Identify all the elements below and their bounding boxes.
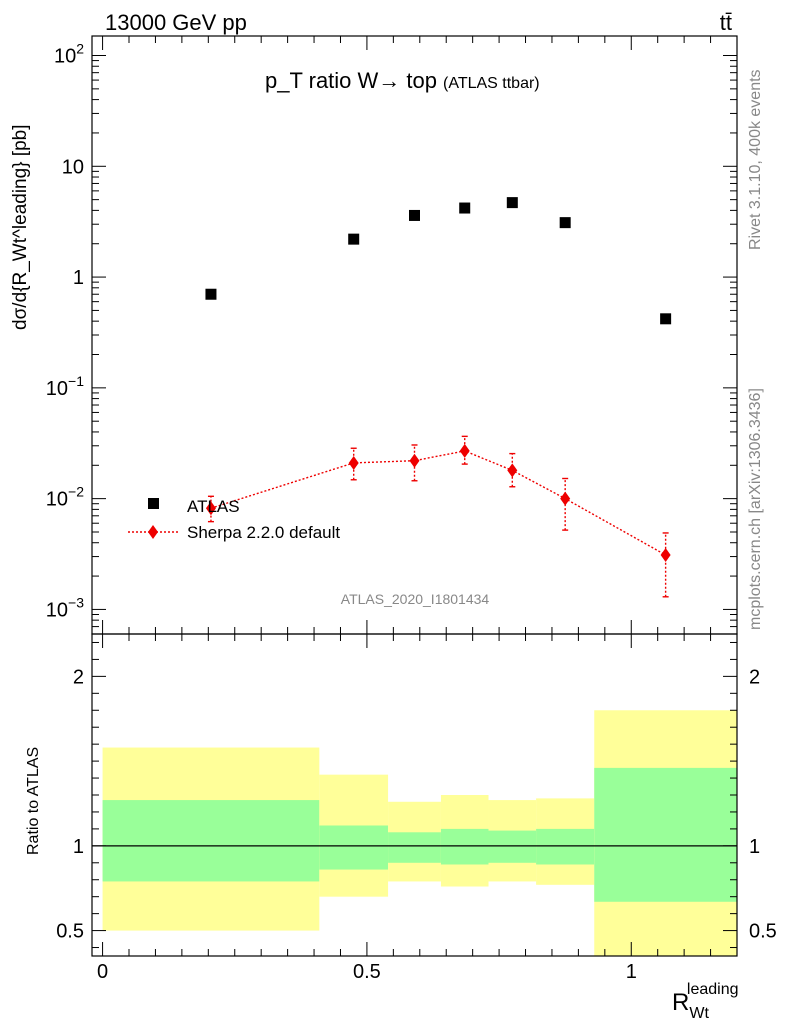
legend: ATLAS Sherpa 2.2.0 default	[128, 497, 340, 542]
main-y-tick-label: 10−2	[46, 484, 84, 511]
x-axis-label: RWtleading	[672, 981, 739, 1022]
atlas-point	[660, 313, 672, 325]
main-y-tick-label: 10	[62, 156, 84, 178]
main-panel: p_T ratio W→ top (ATLAS ttbar) dσ/d{R_Wt^…	[10, 35, 738, 635]
ratio-y-tick-label: 1	[73, 836, 84, 858]
main-y-tick-label: 1	[73, 267, 84, 289]
sherpa-point	[459, 443, 470, 458]
beam-label: 13000 GeV pp	[105, 10, 247, 35]
ratio-y-tick-label-right: 0.5	[749, 921, 777, 943]
ratio-band-inner	[102, 800, 320, 882]
x-tick-label: 0	[97, 961, 108, 983]
x-tick-label: 1	[626, 961, 637, 983]
main-y-axis-label: dσ/d{R_Wt^leading} [pb]	[10, 125, 31, 331]
ratio-band-inner	[536, 828, 595, 865]
ratio-y-tick-label: 2	[73, 666, 84, 688]
ratio-band-inner	[388, 832, 441, 863]
legend-atlas-marker	[148, 498, 159, 509]
sherpa-point	[507, 463, 518, 478]
sherpa-point	[205, 501, 216, 516]
analysis-id: ATLAS_2020_I1801434	[341, 591, 490, 607]
atlas-point	[559, 217, 571, 229]
main-y-tick-label: 102	[54, 41, 84, 68]
atlas-point	[459, 202, 471, 214]
main-title: p_T ratio W→ top (ATLAS ttbar)	[265, 68, 540, 93]
sherpa-point	[348, 455, 359, 470]
main-y-tick-label: 10−1	[46, 373, 84, 400]
rivet-label: Rivet 3.1.10, 400k events	[747, 69, 764, 250]
x-tick-label: 0.5	[353, 961, 381, 983]
ratio-band-inner	[594, 767, 737, 902]
legend-atlas-label: ATLAS	[187, 497, 240, 516]
sherpa-point	[560, 491, 571, 506]
legend-sherpa-marker	[148, 525, 158, 539]
ratio-panel: 0.5 0.5 1 1 2 2 0 0.5 1 Ratio to ATLAS RWtleadin…	[25, 633, 777, 1022]
main-y-tick-label: 10−3	[46, 594, 84, 621]
process-label: tt̄	[720, 10, 732, 35]
ratio-band-inner	[488, 830, 537, 863]
atlas-point	[205, 288, 217, 300]
ratio-y-tick-label: 0.5	[56, 921, 84, 943]
ratio-y-axis-label: Ratio to ATLAS	[25, 747, 42, 855]
ratio-y-tick-label-right: 1	[749, 836, 760, 858]
sherpa-point	[409, 453, 420, 468]
ratio-band-inner	[319, 825, 389, 870]
ratio-band-inner	[440, 828, 489, 865]
sherpa-point	[660, 547, 671, 562]
atlas-point	[348, 233, 360, 245]
ratio-frame	[91, 633, 738, 957]
ratio-y-tick-label-right: 2	[749, 666, 760, 688]
atlas-point	[506, 197, 518, 209]
main-frame	[91, 35, 738, 635]
atlas-point	[409, 209, 420, 221]
legend-sherpa-label: Sherpa 2.2.0 default	[187, 523, 340, 542]
mcplots-label: mcplots.cern.ch [arXiv:1306.3436]	[747, 388, 764, 630]
